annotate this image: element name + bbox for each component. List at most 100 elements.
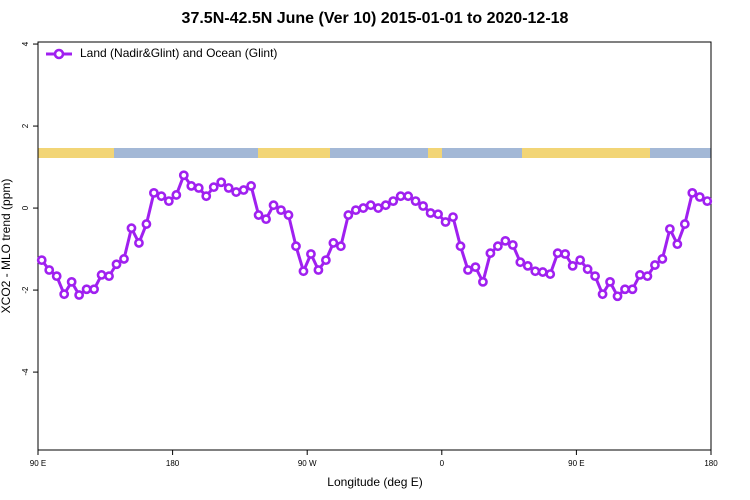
data-point xyxy=(44,265,55,275)
y-axis-label: XCO2 - MLO trend (ppm) xyxy=(0,179,13,314)
data-point xyxy=(298,266,309,277)
data-point xyxy=(365,200,376,211)
data-point xyxy=(597,289,608,300)
y-tick-label: 4 xyxy=(21,41,30,46)
data-point xyxy=(702,196,713,206)
data-point xyxy=(59,289,70,300)
data-point xyxy=(642,271,653,282)
y-tick-label: 2 xyxy=(21,123,30,128)
data-point xyxy=(268,200,279,211)
data-point xyxy=(81,284,92,295)
data-point xyxy=(605,276,615,287)
x-tick-label: 180 xyxy=(704,459,718,468)
data-point xyxy=(485,248,496,259)
data-point xyxy=(582,264,593,275)
data-point xyxy=(156,191,167,202)
data-point xyxy=(590,271,600,282)
data-point xyxy=(395,191,406,202)
legend-label: Land (Nadir&Glint) and Ocean (Glint) xyxy=(80,46,277,60)
data-point xyxy=(149,187,159,198)
data-point xyxy=(560,249,571,259)
data-point xyxy=(104,271,114,282)
data-point xyxy=(246,181,257,191)
legend-marker xyxy=(53,48,65,60)
data-point xyxy=(358,203,369,213)
data-point xyxy=(492,241,503,252)
data-point xyxy=(178,170,189,181)
data-point xyxy=(119,254,129,264)
data-point xyxy=(507,240,518,250)
data-point xyxy=(51,271,62,282)
x-axis-label: Longitude (deg E) xyxy=(327,475,422,489)
data-point xyxy=(223,183,234,193)
data-point xyxy=(328,238,339,248)
y-tick-label: 0 xyxy=(21,205,30,210)
data-point xyxy=(448,212,458,222)
data-point xyxy=(171,190,182,200)
data-point xyxy=(343,210,354,220)
data-point xyxy=(89,284,99,295)
x-tick-label: 90 E xyxy=(568,459,584,468)
data-point xyxy=(567,260,578,271)
data-point xyxy=(208,182,219,193)
data-point xyxy=(664,224,675,234)
data-point xyxy=(433,209,443,220)
x-tick-label: 90 W xyxy=(298,459,317,468)
data-point xyxy=(201,191,212,202)
data-point xyxy=(545,269,556,279)
data-point xyxy=(657,254,668,264)
data-point xyxy=(612,291,623,302)
data-point xyxy=(126,223,137,234)
data-point xyxy=(276,205,286,216)
data-point xyxy=(335,241,346,252)
data-point xyxy=(253,210,264,220)
data-point xyxy=(163,196,174,206)
data-point xyxy=(672,239,683,250)
data-point xyxy=(410,196,421,206)
data-point xyxy=(291,241,301,252)
data-point xyxy=(373,203,384,213)
data-point xyxy=(455,241,466,252)
data-point xyxy=(388,196,399,206)
data-point xyxy=(470,262,481,273)
y-tick-label: -2 xyxy=(21,286,30,294)
data-point xyxy=(380,200,391,211)
data-point xyxy=(620,284,630,295)
data-point xyxy=(425,208,436,218)
data-point xyxy=(261,214,271,225)
data-point xyxy=(231,187,242,197)
data-point xyxy=(111,259,122,270)
chart-title: 37.5N-42.5N June (Ver 10) 2015-01-01 to … xyxy=(182,10,569,27)
data-point xyxy=(283,210,294,220)
data-point xyxy=(679,219,690,229)
data-point xyxy=(96,270,107,280)
data-point xyxy=(694,192,705,202)
data-point xyxy=(500,235,511,246)
data-point xyxy=(537,267,548,277)
data-point xyxy=(635,270,645,280)
data-point xyxy=(552,248,563,259)
data-point xyxy=(478,276,488,287)
data-point xyxy=(36,255,47,266)
data-point xyxy=(216,177,227,188)
plot-frame xyxy=(37,41,712,451)
data-point xyxy=(418,201,429,211)
data-point xyxy=(627,284,638,295)
data-point xyxy=(350,205,361,216)
data-point xyxy=(522,260,533,271)
land-ocean-strip xyxy=(38,148,711,158)
data-point xyxy=(515,257,526,268)
data-point xyxy=(141,219,152,229)
data-point xyxy=(193,183,204,193)
data-point xyxy=(440,217,451,227)
data-point xyxy=(74,290,85,300)
data-point xyxy=(530,266,541,277)
data-point xyxy=(575,255,586,266)
data-point xyxy=(313,265,324,275)
data-point xyxy=(186,181,197,191)
data-point xyxy=(463,265,473,275)
data-point xyxy=(134,238,144,248)
data-point xyxy=(403,191,414,202)
data-point xyxy=(650,260,660,270)
